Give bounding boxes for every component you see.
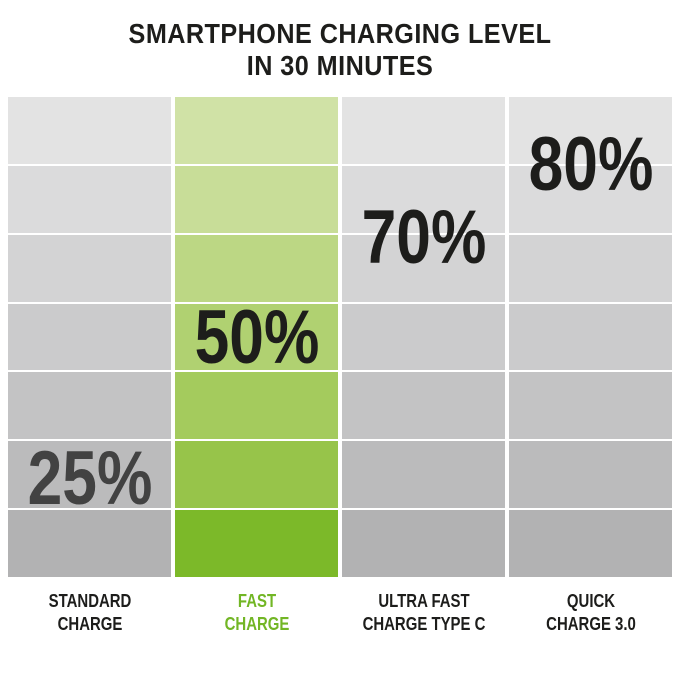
grid-band bbox=[342, 97, 505, 164]
grid-band bbox=[8, 303, 171, 371]
category-label-line: CHARGE 3.0 bbox=[545, 614, 636, 634]
category-label-quick-charge-3-0: QUICK CHARGE 3.0 bbox=[508, 590, 674, 636]
category-label-ultra-fast-charge-type-c: ULTRA FAST CHARGE TYPE C bbox=[341, 590, 507, 636]
grid-band bbox=[175, 372, 338, 440]
category-label-line: CHARGE bbox=[224, 614, 289, 634]
grid-band bbox=[342, 510, 505, 577]
chart-title-line1: SMARTPHONE CHARGING LEVEL bbox=[128, 18, 552, 49]
chart-title: SMARTPHONE CHARGING LEVEL IN 30 MINUTES bbox=[0, 18, 680, 82]
category-label-standard-charge: STANDARD CHARGE bbox=[7, 590, 173, 636]
category-label-line: STANDARD bbox=[48, 591, 131, 611]
grid-band bbox=[342, 165, 505, 233]
grid-column-quick-charge-3-0 bbox=[509, 97, 672, 577]
grid-band bbox=[509, 372, 672, 440]
grid-band bbox=[8, 441, 171, 509]
grid-band bbox=[509, 510, 672, 577]
grid-band bbox=[8, 165, 171, 233]
grid-band bbox=[175, 441, 338, 509]
grid-column-fast-charge bbox=[175, 97, 338, 577]
grid-band bbox=[8, 372, 171, 440]
grid-band bbox=[509, 303, 672, 371]
grid-band bbox=[342, 234, 505, 302]
category-label-line: CHARGE TYPE C bbox=[362, 614, 485, 634]
grid-band bbox=[342, 441, 505, 509]
chart-grid bbox=[8, 97, 672, 577]
grid-band bbox=[509, 234, 672, 302]
grid-band bbox=[342, 372, 505, 440]
category-label-fast-charge: FAST CHARGE bbox=[174, 590, 340, 636]
category-label-line: QUICK bbox=[566, 591, 615, 611]
grid-band bbox=[509, 441, 672, 509]
value-label-standard-charge: 25% bbox=[27, 436, 152, 522]
grid-band bbox=[8, 97, 171, 164]
value-label-quick-charge-3-0: 80% bbox=[528, 122, 653, 208]
grid-band bbox=[175, 97, 338, 164]
category-label-line: ULTRA FAST bbox=[377, 591, 470, 611]
value-label-fast-charge: 50% bbox=[194, 294, 319, 380]
grid-band bbox=[8, 510, 171, 577]
grid-band bbox=[175, 510, 338, 577]
category-label-line: CHARGE bbox=[57, 614, 122, 634]
category-label-line: FAST bbox=[237, 591, 276, 611]
grid-band bbox=[342, 303, 505, 371]
grid-band bbox=[509, 165, 672, 233]
grid-column-ultra-fast-charge-type-c bbox=[342, 97, 505, 577]
grid-band bbox=[175, 303, 338, 371]
grid-column-standard-charge bbox=[8, 97, 171, 577]
chart-title-line2: IN 30 MINUTES bbox=[246, 50, 434, 81]
value-label-ultra-fast-charge-type-c: 70% bbox=[361, 195, 486, 281]
grid-band bbox=[175, 165, 338, 233]
grid-band bbox=[175, 234, 338, 302]
grid-band bbox=[509, 97, 672, 164]
grid-band bbox=[8, 234, 171, 302]
